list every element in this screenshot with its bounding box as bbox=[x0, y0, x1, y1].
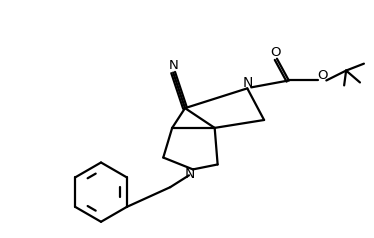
Text: N: N bbox=[185, 167, 195, 181]
Text: N: N bbox=[168, 59, 178, 72]
Text: O: O bbox=[317, 69, 328, 82]
Text: N: N bbox=[243, 76, 254, 90]
Text: O: O bbox=[271, 46, 281, 59]
